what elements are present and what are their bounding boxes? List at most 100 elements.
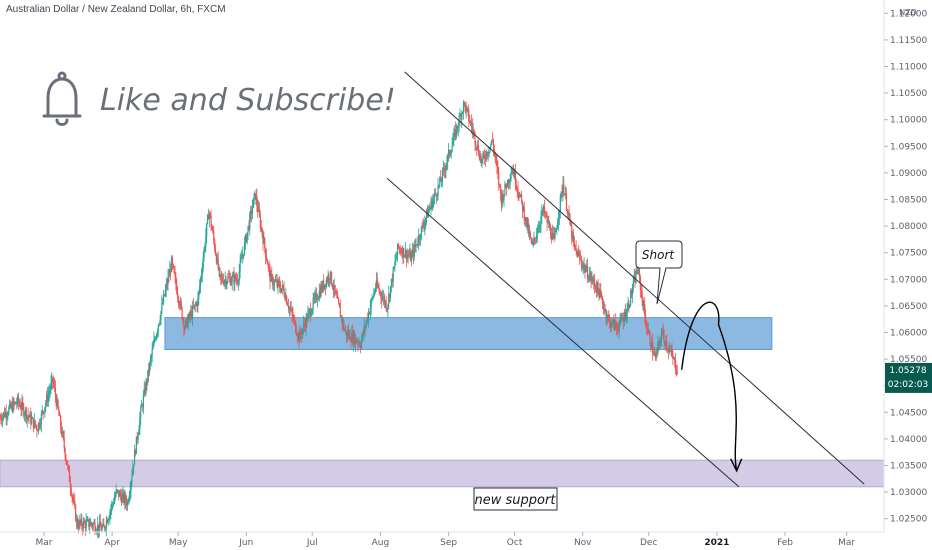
candle-body	[589, 273, 591, 276]
candle-body	[332, 288, 334, 290]
candle-body	[403, 247, 405, 258]
candle-body	[261, 227, 263, 235]
candle-body	[374, 287, 377, 292]
candle-body	[33, 420, 35, 428]
candle-body	[570, 223, 572, 226]
candle-body	[646, 329, 648, 333]
candle-body	[266, 260, 268, 265]
candle-body	[567, 212, 569, 214]
candle-body	[625, 316, 627, 320]
candle-body	[300, 330, 302, 334]
candle-body	[421, 224, 423, 227]
candle-body	[509, 179, 511, 181]
candle-body	[155, 339, 157, 340]
candle-body	[240, 258, 242, 262]
candle-body	[192, 306, 195, 308]
candle-body	[40, 413, 42, 425]
candle-body	[517, 189, 519, 194]
candle-body	[362, 332, 364, 334]
candle-body	[195, 303, 197, 305]
candle-body	[661, 329, 663, 335]
candle-body	[293, 319, 295, 320]
candle-body	[645, 315, 647, 326]
candle-body	[634, 276, 636, 284]
candle-body	[17, 396, 20, 403]
candle-body	[577, 252, 579, 258]
candle-body	[142, 395, 144, 408]
candle-body	[535, 238, 537, 240]
channel-upper-line	[404, 71, 865, 485]
candle-body	[280, 288, 283, 292]
time-axis[interactable]: Mar Apr May Jun Jul Aug Sep Oct Nov Dec 2021 Feb Mar	[0, 531, 884, 548]
candle-body	[115, 490, 117, 496]
candle-body	[505, 184, 507, 188]
candle-body	[316, 293, 318, 301]
candle-body	[2, 412, 5, 417]
candle-body	[358, 342, 360, 344]
candle-body	[244, 235, 247, 243]
candle-body	[82, 521, 85, 529]
candle-body	[113, 498, 115, 504]
candle-body	[88, 519, 90, 528]
candle-body	[210, 215, 212, 227]
candle-body	[360, 339, 363, 348]
candle-body	[213, 231, 215, 241]
candle-body	[174, 272, 176, 277]
price-axis[interactable]: NZD 1.02500 1.03000 1.03500 1.04000 1.04500 1…	[883, 0, 927, 532]
price-tick-label: 1.06000	[890, 329, 927, 339]
candle-body	[114, 495, 116, 499]
candle-body	[171, 257, 174, 265]
candle-body	[347, 331, 349, 337]
candle-body	[279, 288, 282, 292]
candle-body	[308, 310, 310, 314]
candle-body	[94, 522, 96, 532]
candle-body	[334, 284, 336, 292]
candle-body	[490, 144, 492, 147]
candle-body	[306, 317, 308, 322]
candle-body	[348, 332, 350, 337]
candle-body	[164, 289, 166, 296]
candle-body	[571, 225, 573, 239]
candle-body	[271, 274, 273, 277]
candle-body	[525, 217, 527, 221]
candle-body	[469, 120, 471, 123]
candle-body	[199, 286, 201, 292]
candle-body	[380, 291, 382, 297]
candle-body	[396, 243, 399, 255]
candle-body	[521, 194, 523, 201]
candle-body	[424, 222, 426, 228]
candle-body	[666, 341, 668, 349]
candle-body	[430, 201, 432, 208]
candle-body	[557, 222, 559, 229]
candle-body	[605, 309, 607, 319]
candle-body	[78, 520, 80, 529]
time-tick-label: Nov	[574, 538, 592, 548]
candle-body	[109, 511, 111, 518]
candle-body	[93, 522, 95, 524]
candle-body	[73, 500, 75, 501]
candle-body	[186, 318, 188, 327]
candle-body	[377, 286, 379, 288]
candle-body	[476, 146, 478, 150]
candle-body	[279, 282, 281, 289]
candle-body	[119, 492, 121, 497]
candle-body	[628, 303, 630, 308]
candle-body	[125, 495, 127, 503]
candle-body	[436, 195, 438, 197]
candle-body	[405, 250, 407, 260]
candle-body	[569, 213, 571, 224]
candle-body	[273, 280, 276, 285]
candle-body	[513, 171, 516, 177]
candle-body	[497, 167, 499, 173]
candle-body	[541, 210, 543, 218]
candle-body	[284, 295, 286, 300]
candle-body	[275, 280, 277, 282]
candle-body	[232, 274, 234, 277]
candle-body	[226, 282, 228, 286]
candle-body	[555, 230, 557, 232]
candle-body	[54, 387, 57, 397]
candle-body	[185, 318, 188, 322]
candle-body	[166, 283, 168, 285]
